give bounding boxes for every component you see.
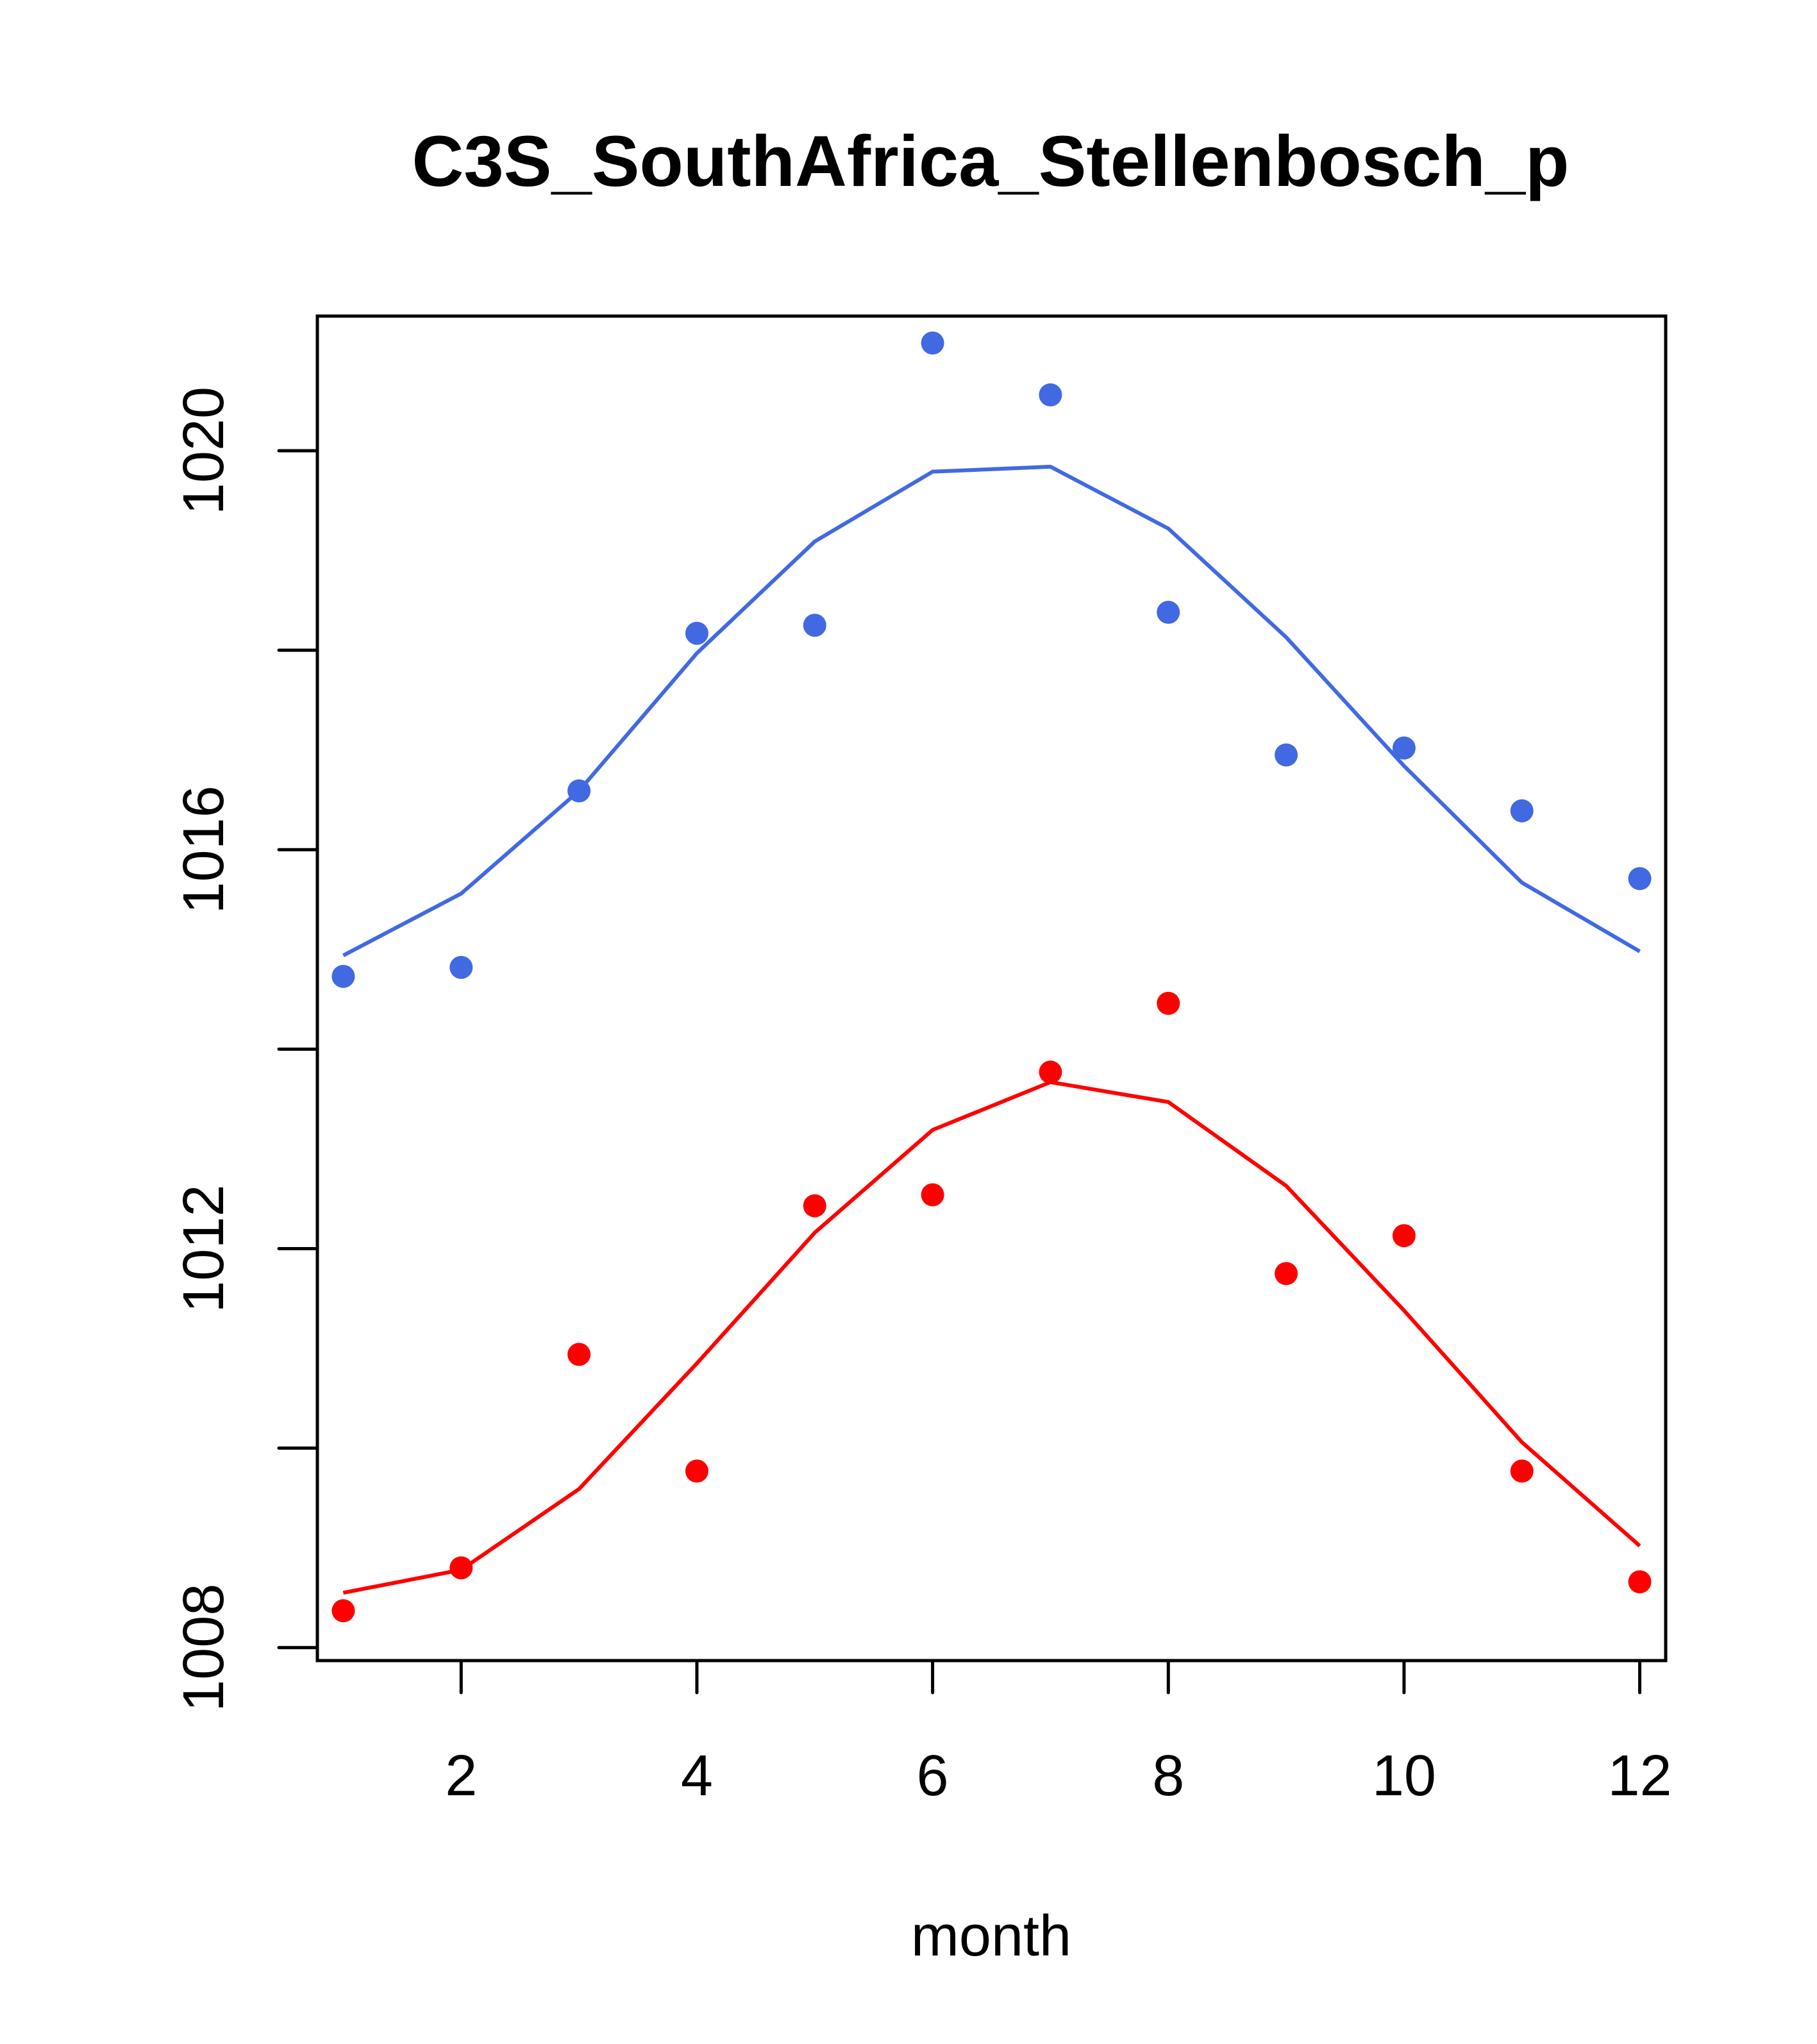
blue-point <box>331 964 355 988</box>
chart-title: C3S_SouthAfrica_Stellenbosch_p <box>412 121 1570 201</box>
y-tick-label: 1012 <box>172 1184 236 1312</box>
blue-point <box>1275 743 1298 767</box>
x-tick-label: 8 <box>1152 1744 1184 1808</box>
red-point <box>1275 1262 1298 1286</box>
blue-point <box>449 955 473 979</box>
plot-frame <box>315 314 1668 1663</box>
red-line <box>342 1080 1641 1595</box>
x-tick-label: 2 <box>445 1744 477 1808</box>
blue-point <box>1510 799 1534 823</box>
red-point <box>1392 1224 1416 1248</box>
y-tick-label: 1008 <box>172 1584 236 1712</box>
x-tick-label: 10 <box>1372 1744 1436 1808</box>
blue-point <box>685 621 708 645</box>
red-point <box>1510 1459 1534 1483</box>
red-point <box>567 1343 591 1366</box>
y-tick-label: 1016 <box>172 785 236 914</box>
red-point <box>921 1183 944 1207</box>
blue-point <box>1392 736 1416 760</box>
blue-point <box>1039 383 1062 406</box>
red-point <box>1157 991 1180 1015</box>
x-tick-label: 4 <box>681 1744 713 1808</box>
red-point <box>449 1556 473 1580</box>
blue-line <box>342 464 1641 957</box>
x-tick-label: 12 <box>1608 1744 1672 1808</box>
blue-point <box>1157 601 1180 624</box>
red-point <box>1628 1570 1652 1594</box>
red-point <box>331 1599 355 1623</box>
x-tick-label: 6 <box>917 1744 949 1808</box>
blue-point <box>921 331 944 355</box>
y-tick-label: 1020 <box>172 387 236 515</box>
blue-point <box>567 779 591 803</box>
red-point <box>685 1459 708 1483</box>
x-axis-label: month <box>911 1904 1071 1968</box>
blue-point <box>803 614 826 637</box>
red-point <box>1039 1060 1062 1084</box>
x-axis: 2 4 6 8 10 12 <box>445 1659 1672 1808</box>
series-layer <box>331 331 1652 1623</box>
blue-point <box>1628 867 1652 891</box>
y-axis: 1008 1012 1016 1020 <box>172 387 319 1712</box>
red-point <box>803 1194 826 1218</box>
